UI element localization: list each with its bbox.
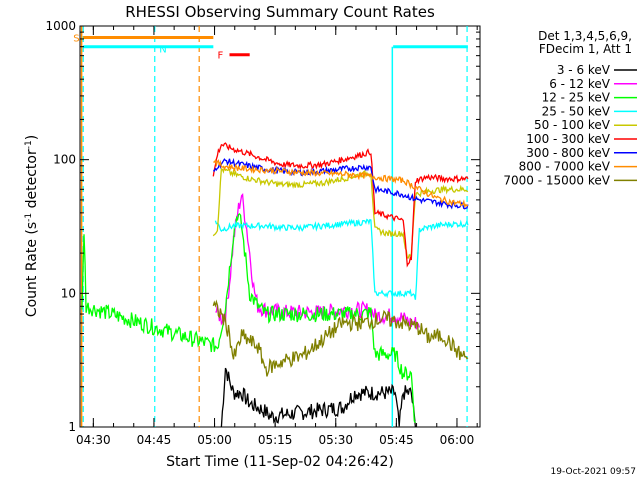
y-axis-label: Count Rate (s-1 detector-1) <box>24 135 40 317</box>
series-layer <box>81 142 469 428</box>
series-line <box>212 142 469 268</box>
x-tick-label: 04:45 <box>137 433 172 447</box>
y-label-sup: -1 <box>24 213 34 222</box>
x-tick-label: 05:15 <box>258 433 293 447</box>
plot-frame <box>79 25 481 428</box>
series-line <box>214 218 469 300</box>
legend-label: 7000 - 15000 keV <box>503 173 610 187</box>
legend-label: 12 - 25 keV <box>542 91 611 105</box>
y-tick-label: 10 <box>61 286 76 300</box>
legend-label: 50 - 100 keV <box>534 118 611 132</box>
state-flag-label: N <box>159 45 166 56</box>
y-axis-ticks: 1 10 100 1000 <box>45 19 480 434</box>
footer-date: 19-Oct-2021 09:57 <box>551 467 636 477</box>
legend-label: 300 - 800 keV <box>526 146 610 160</box>
legend-label: 25 - 50 keV <box>542 104 611 118</box>
x-tick-label: 05:30 <box>318 433 353 447</box>
dashed-lines <box>80 26 468 427</box>
y-label-part: ) <box>24 135 40 140</box>
x-tick-label: 05:00 <box>197 433 232 447</box>
x-tick-label: 06:00 <box>440 433 475 447</box>
legend-label: 3 - 6 keV <box>557 63 611 77</box>
y-tick-label: 100 <box>53 153 76 167</box>
y-label-part: detector <box>24 149 40 213</box>
legend-label: 6 - 12 keV <box>549 77 611 91</box>
x-axis-label: Start Time (11-Sep-02 04:26:42) <box>166 454 394 470</box>
y-tick-label: 1000 <box>45 19 76 33</box>
x-axis-ticks: 04:30 04:45 05:00 05:15 05:30 05:45 06:00 <box>76 26 478 447</box>
x-tick-label: 04:30 <box>76 433 111 447</box>
y-tick-label: 1 <box>68 420 76 434</box>
chart-title: RHESSI Observing Summary Count Rates <box>125 3 435 21</box>
y-label-sup: -1 <box>24 140 34 149</box>
legend-header-line: Det 1,3,4,5,6,9, <box>538 29 632 43</box>
x-tick-label: 05:45 <box>379 433 414 447</box>
legend: Det 1,3,4,5,6,9, FDecim 1, Att 1 3 - 6 k… <box>503 29 637 187</box>
series-line <box>213 158 469 209</box>
plot-area <box>79 25 481 428</box>
flare-marker-label: F <box>217 51 223 62</box>
series-line <box>212 299 469 377</box>
legend-header-line: FDecim 1, Att 1 <box>539 42 632 56</box>
series-line <box>220 367 417 428</box>
state-bars: S N F <box>73 34 468 62</box>
y-label-part: Count Rate (s <box>24 222 40 317</box>
legend-label: 800 - 7000 keV <box>519 160 611 174</box>
legend-label: 100 - 300 keV <box>526 132 610 146</box>
state-flag-label: S <box>73 34 79 45</box>
